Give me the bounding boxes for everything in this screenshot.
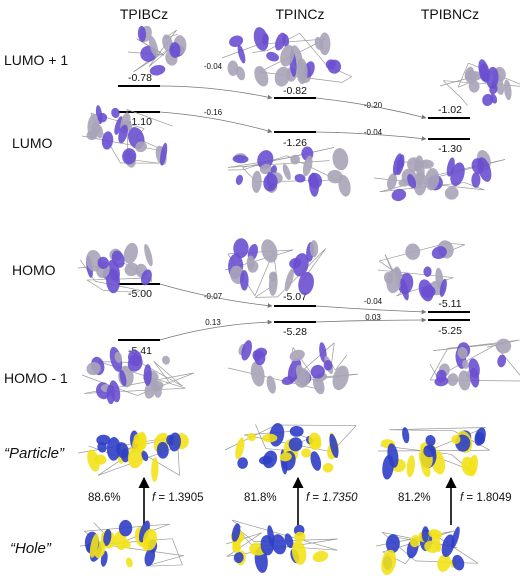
orbital-lumo1-tpincz xyxy=(227,27,342,87)
transition-percent-tpibncz: 81.2% xyxy=(398,492,431,504)
connector-lumo1-1 xyxy=(159,85,273,100)
transition-percent-tpibcz: 88.6% xyxy=(88,492,121,504)
energy-homo1-tpincz: -5.28 xyxy=(283,326,307,338)
diff-homo1-2: 0.03 xyxy=(365,313,381,322)
column-title-tpibncz: TPIBNCz xyxy=(420,6,480,22)
energy-lumo-tpibcz: -1.10 xyxy=(128,116,152,128)
energy-levels xyxy=(118,85,470,341)
ntd-particle-tpibcz xyxy=(87,430,189,482)
f-symbol: f xyxy=(152,492,156,504)
diff-homo1-1: 0.13 xyxy=(205,318,221,327)
connector-lumo-2 xyxy=(315,131,427,141)
row-label-homo: HOMO xyxy=(12,262,56,278)
level-connectors xyxy=(159,85,427,341)
f-value: 1.8049 xyxy=(476,492,512,504)
orbital-plots xyxy=(77,25,520,576)
energy-lumo-tpibncz: -1.30 xyxy=(438,143,462,155)
ntd-hole-tpincz xyxy=(230,523,329,573)
energy-homo-tpibncz: -5.11 xyxy=(438,298,462,310)
orbital-homo1-tpibcz xyxy=(86,346,170,405)
ntd-hole-tpibncz xyxy=(381,526,465,576)
column-title-tpibcz: TPIBCz xyxy=(119,6,169,22)
connector-lumo-1 xyxy=(159,111,273,134)
energy-lumo-tpincz: -1.26 xyxy=(283,137,307,149)
row-label-lumo1: LUMO + 1 xyxy=(4,52,69,68)
connector-lumo1-2 xyxy=(315,97,427,120)
oscillator-strength-tpibcz: f = 1.3905 xyxy=(152,492,204,504)
f-symbol: f xyxy=(306,492,310,504)
connector-homo1-2 xyxy=(315,317,427,323)
f-value: 1.7350 xyxy=(322,492,358,504)
diff-lumo1-1: -0.04 xyxy=(203,62,223,71)
row-label-hole: “Hole” xyxy=(10,540,51,557)
energy-lumo1-tpibcz: -0.78 xyxy=(128,72,152,84)
energy-homo-tpincz: -5.07 xyxy=(283,291,307,303)
excitation-arrows xyxy=(138,476,457,525)
orbital-lumo-tpibncz xyxy=(387,150,492,202)
row-label-homo1: HOMO - 1 xyxy=(4,370,68,386)
f-value: 1.3905 xyxy=(168,492,204,504)
energy-homo1-tpibncz: -5.25 xyxy=(438,325,462,337)
ntd-particle-tpibncz xyxy=(380,427,486,480)
diff-lumo1-2: -0.20 xyxy=(363,101,383,110)
diff-lumo-2: -0.04 xyxy=(363,128,383,137)
transition-percent-tpincz: 81.8% xyxy=(244,492,277,504)
orbital-lumo-tpibcz xyxy=(86,105,168,168)
f-symbol: f xyxy=(460,492,464,504)
energy-lumo1-tpincz: -0.82 xyxy=(283,85,307,97)
orbital-homo1-tpibncz xyxy=(434,338,512,391)
row-label-particle: “Particle” xyxy=(4,445,65,462)
column-title-tpincz: TPINCz xyxy=(275,6,325,22)
orbital-homo-tpibncz xyxy=(383,240,454,302)
ntd-particle-tpincz xyxy=(235,423,339,475)
energy-homo-tpibcz: -5.00 xyxy=(128,288,152,300)
orbital-homo-tpibcz xyxy=(86,242,153,294)
orbital-lumo1-tpibcz xyxy=(137,25,187,76)
orbital-lumo1-tpibncz xyxy=(464,59,512,106)
diff-homo-2: -0.04 xyxy=(363,297,383,306)
orbital-lumo-tpincz xyxy=(232,146,351,197)
connector-homo-1 xyxy=(159,283,273,308)
orbital-homo-tpincz xyxy=(228,238,319,296)
connector-homo-2 xyxy=(315,305,427,315)
row-label-lumo: LUMO xyxy=(12,135,53,151)
diff-homo-1: -0.07 xyxy=(203,292,223,301)
diff-lumo-1: -0.16 xyxy=(203,108,223,117)
orbital-homo1-tpincz xyxy=(238,340,349,395)
energy-lumo1-tpibncz: -1.02 xyxy=(438,104,462,116)
oscillator-strength-tpibncz: f = 1.8049 xyxy=(460,492,512,504)
ntd-hole-tpibcz xyxy=(84,519,158,568)
oscillator-strength-tpincz: f = 1.7350 xyxy=(306,492,358,504)
connector-homo1-1 xyxy=(159,319,273,341)
